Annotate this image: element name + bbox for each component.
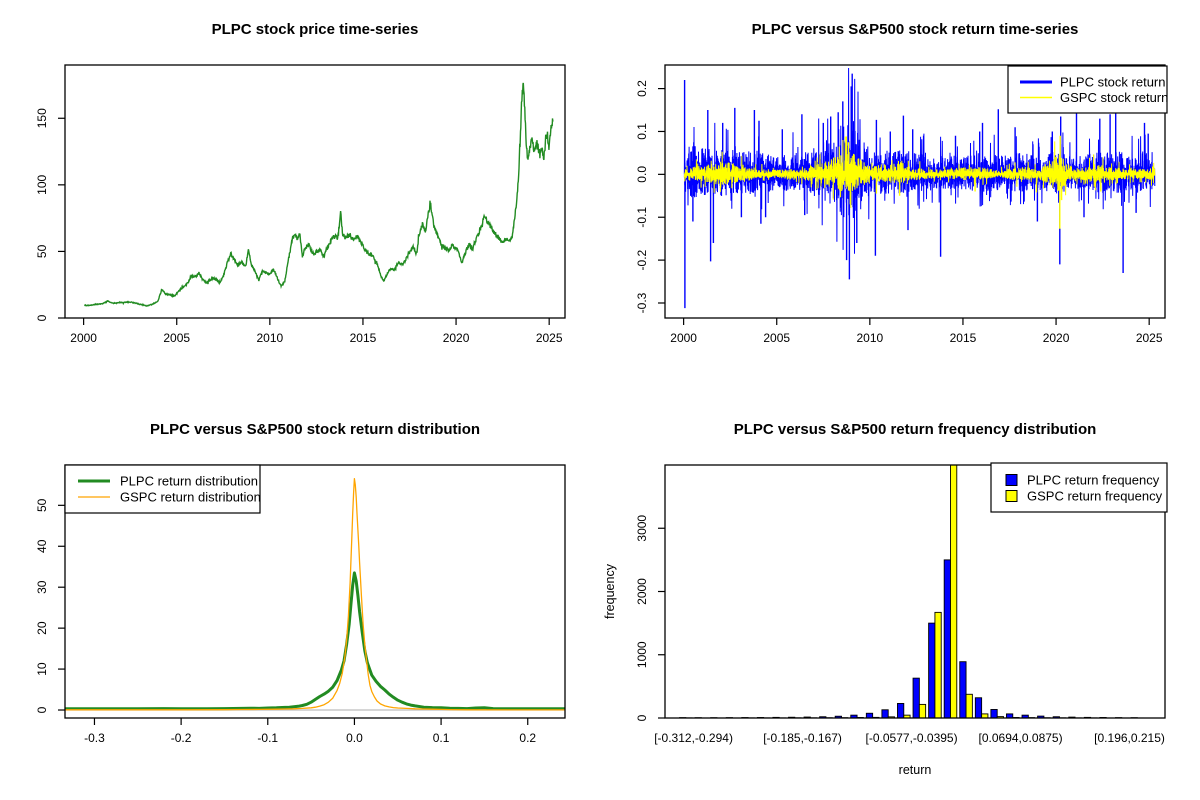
return-timeseries-chart: 2000 2005 2010 2015 2020 2025 0.2 0.1 0.0 -0.1 -0.… xyxy=(635,64,1168,345)
y-tick-label: -0.1 xyxy=(635,207,649,228)
panel-return-distribution: PLPC versus S&P500 stock return distribu… xyxy=(0,400,600,800)
panel-return-timeseries: PLPC versus S&P500 stock return time-ser… xyxy=(600,0,1200,400)
y-axis-title: frequency xyxy=(603,563,617,619)
legend-box xyxy=(1007,65,1168,114)
plot-box xyxy=(664,64,1166,319)
x-tick-label: 2020 xyxy=(1043,331,1070,345)
legend-box xyxy=(64,464,261,514)
x-tick-label: -0.1 xyxy=(257,731,278,745)
y-tick-label: 150 xyxy=(35,108,49,128)
y-tick-label: 1000 xyxy=(635,641,649,668)
legend-label: GSPC stock return xyxy=(1060,90,1168,105)
x-tick-label: 2025 xyxy=(1136,331,1163,345)
plpc-density-curve xyxy=(65,571,565,711)
gspc-frequency-bar xyxy=(918,703,927,719)
x-tick-label: 2000 xyxy=(670,331,697,345)
x-tick-label: 2005 xyxy=(163,331,190,345)
plpc-frequency-bar xyxy=(943,559,951,719)
x-bin-label: [-0.0577,-0.0395) xyxy=(866,731,958,745)
x-bin-label: [-0.312,-0.294) xyxy=(654,731,733,745)
gspc-frequency-bar xyxy=(950,464,958,719)
plpc-price-line xyxy=(84,82,554,307)
y-tick-label: 40 xyxy=(35,539,49,553)
return-distribution-chart: -0.3 -0.2 -0.1 0.0 0.1 0.2 0 10 20 30 40 50 PLPC ret… xyxy=(35,464,566,745)
x-tick-label: 2015 xyxy=(350,331,377,345)
y-tick-label: 10 xyxy=(35,662,49,676)
x-tick-label: 2005 xyxy=(763,331,790,345)
y-tick-label: 50 xyxy=(35,244,49,258)
x-tick-label: 0.0 xyxy=(346,731,363,745)
x-tick-label: -0.2 xyxy=(171,731,192,745)
x-bin-label: [-0.185,-0.167) xyxy=(763,731,842,745)
gspc-density-curve xyxy=(65,478,566,711)
plot-box xyxy=(64,64,566,319)
y-tick-label: 0.2 xyxy=(635,80,649,97)
price-timeseries-chart: 2000 2005 2010 2015 2020 2025 0 50 100 150 xyxy=(35,64,566,345)
y-tick-label: 0.1 xyxy=(635,123,649,140)
y-tick-label: 20 xyxy=(35,621,49,635)
gspc-frequency-bar xyxy=(934,611,942,719)
y-tick-label: 0 xyxy=(635,714,649,721)
gspc-frequency-bar xyxy=(965,693,973,719)
gspc-return-spikes xyxy=(847,135,1102,229)
y-tick-label: 30 xyxy=(35,580,49,594)
x-tick-label: 2010 xyxy=(856,331,883,345)
plpc-frequency-bar xyxy=(865,712,874,719)
x-tick-label: 2015 xyxy=(950,331,977,345)
x-bin-label: [0.196,0.215) xyxy=(1094,731,1165,745)
x-axis-title: return xyxy=(899,763,932,777)
plpc-frequency-bar xyxy=(928,622,936,719)
gspc-return-series xyxy=(683,136,1156,209)
legend-box xyxy=(990,462,1168,513)
plpc-frequency-bar xyxy=(990,709,998,719)
legend-label: GSPC return distribution xyxy=(120,490,261,505)
plot-box xyxy=(64,464,566,719)
x-tick-label: 0.2 xyxy=(519,731,536,745)
y-tick-label: 100 xyxy=(35,175,49,195)
y-tick-label: 0 xyxy=(35,706,49,713)
plpc-frequency-bar xyxy=(974,697,983,719)
chart-title: PLPC versus S&P500 return frequency dist… xyxy=(733,421,1097,438)
return-frequency-chart: 0 1000 2000 3000 [-0.312,-0.294) [-0.185,-0.1… xyxy=(603,462,1168,777)
plpc-frequency-bar xyxy=(912,677,920,719)
x-tick-label: 0.1 xyxy=(433,731,450,745)
plpc-frequency-bar xyxy=(897,703,905,719)
y-tick-label: -0.3 xyxy=(635,292,649,313)
legend-label: PLPC stock return xyxy=(1060,75,1166,90)
y-tick-label: 50 xyxy=(35,498,49,512)
y-tick-label: 0.0 xyxy=(635,166,649,183)
y-tick-label: -0.2 xyxy=(635,249,649,270)
y-tick-label: 2000 xyxy=(635,578,649,605)
legend-swatch xyxy=(1005,474,1018,486)
x-tick-label: 2020 xyxy=(443,331,470,345)
chart-title: PLPC stock price time-series xyxy=(211,21,419,38)
panel-return-frequency: PLPC versus S&P500 return frequency dist… xyxy=(600,400,1200,800)
legend-label: PLPC return distribution xyxy=(120,474,258,489)
y-tick-label: 3000 xyxy=(635,515,649,542)
chart-title: PLPC versus S&P500 stock return time-ser… xyxy=(751,21,1079,38)
x-tick-label: 2025 xyxy=(536,331,563,345)
plpc-return-spikes xyxy=(683,73,1149,309)
y-tick-label: 0 xyxy=(35,314,49,321)
x-tick-label: 2010 xyxy=(256,331,283,345)
plpc-frequency-bar xyxy=(881,709,889,719)
plpc-frequency-bar xyxy=(959,661,967,719)
x-tick-label: 2000 xyxy=(70,331,97,345)
chart-title: PLPC versus S&P500 stock return distribu… xyxy=(149,421,481,438)
legend-swatch xyxy=(1005,490,1018,502)
legend-label: GSPC return frequency xyxy=(1027,489,1163,504)
x-bin-label: [0.0694,0.0875) xyxy=(979,731,1063,745)
panel-price-timeseries: PLPC stock price time-series 2000 2005 201… xyxy=(0,0,600,400)
x-tick-label: -0.3 xyxy=(84,731,105,745)
legend-label: PLPC return frequency xyxy=(1027,473,1160,488)
